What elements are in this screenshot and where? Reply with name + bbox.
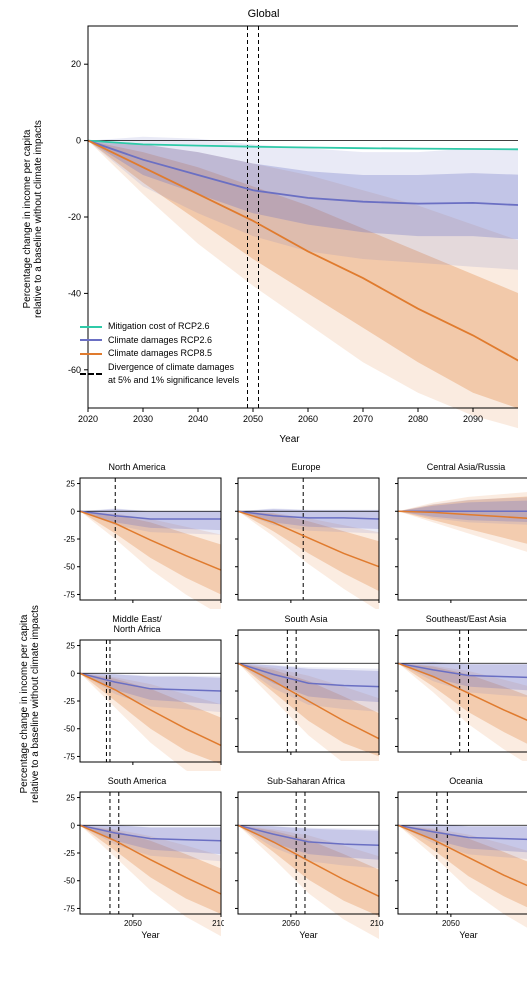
legend-item: Climate damages RCP2.6 [80,334,239,348]
svg-text:2020: 2020 [78,414,98,424]
global-legend: Mitigation cost of RCP2.6Climate damages… [80,320,239,388]
svg-text:0: 0 [71,821,76,830]
svg-text:Year: Year [141,930,159,940]
svg-text:-25: -25 [63,535,75,544]
global-xlabel: Year [60,434,519,445]
svg-text:2050: 2050 [124,919,142,928]
svg-text:25: 25 [66,641,75,650]
small-panel: Oceania20502100Year [388,777,527,943]
svg-text:2050: 2050 [442,919,460,928]
small-panel-title: Middle East/ North Africa [50,615,224,635]
small-panel: South Asia [228,615,384,771]
svg-text:-75: -75 [63,590,75,599]
small-panel-title: South Asia [228,615,384,625]
svg-text:0: 0 [76,136,81,146]
small-ylabel: Percentage change in income per capita r… [19,514,41,894]
svg-text:2090: 2090 [463,414,483,424]
svg-text:2080: 2080 [408,414,428,424]
small-panel-title: North America [50,463,224,473]
global-chart: Global Percentage change in income per c… [8,8,519,445]
svg-text:2060: 2060 [298,414,318,424]
small-panel: Southeast/East Asia [388,615,527,771]
small-panel: Europe [228,463,384,609]
legend-label: Climate damages RCP2.6 [108,334,212,348]
svg-text:2100: 2100 [370,919,384,928]
svg-text:Year: Year [459,930,477,940]
small-panel: South America -75 -50 -25 0 25 2050 2100 Year [50,777,224,943]
small-panel-title: Sub-Saharan Africa [228,777,384,787]
svg-text:2050: 2050 [243,414,263,424]
small-multiples-block: Percentage change in income per capita r… [8,463,519,943]
svg-text:-50: -50 [63,563,75,572]
svg-text:20: 20 [71,59,81,69]
legend-item: Mitigation cost of RCP2.6 [80,320,239,334]
small-panel: North America -75 -50 -25 0 25 [50,463,224,609]
svg-text:0: 0 [71,669,76,678]
svg-text:2030: 2030 [133,414,153,424]
global-ylabel: Percentage change in income per capita r… [22,39,44,399]
svg-text:-50: -50 [63,876,75,885]
svg-text:25: 25 [66,793,75,802]
legend-label: Climate damages RCP8.5 [108,347,212,361]
svg-text:2070: 2070 [353,414,373,424]
small-panel: Central Asia/Russia [388,463,527,609]
legend-label: Mitigation cost of RCP2.6 [108,320,210,334]
legend-label: Divergence of climate damages at 5% and … [108,361,239,388]
global-title: Global [8,8,519,20]
svg-text:0: 0 [71,507,76,516]
svg-text:2040: 2040 [188,414,208,424]
small-panel-title: South America [50,777,224,787]
svg-text:-50: -50 [63,724,75,733]
legend-item: Divergence of climate damages at 5% and … [80,361,239,388]
svg-text:-75: -75 [63,904,75,913]
svg-text:-25: -25 [63,849,75,858]
small-panel-title: Southeast/East Asia [388,615,527,625]
small-panel-title: Central Asia/Russia [388,463,527,473]
small-panel: Sub-Saharan Africa 2050 2100 Year [228,777,384,943]
svg-text:-25: -25 [63,697,75,706]
svg-text:-40: -40 [68,288,81,298]
svg-text:-20: -20 [68,212,81,222]
small-panel-title: Oceania [388,777,527,787]
svg-text:25: 25 [66,479,75,488]
svg-text:-75: -75 [63,752,75,761]
small-panel: Middle East/ North Africa -75 -50 -25 0 25 [50,615,224,771]
legend-item: Climate damages RCP8.5 [80,347,239,361]
svg-text:Year: Year [299,930,317,940]
svg-text:2100: 2100 [212,919,224,928]
svg-text:2050: 2050 [282,919,300,928]
small-panel-title: Europe [228,463,384,473]
